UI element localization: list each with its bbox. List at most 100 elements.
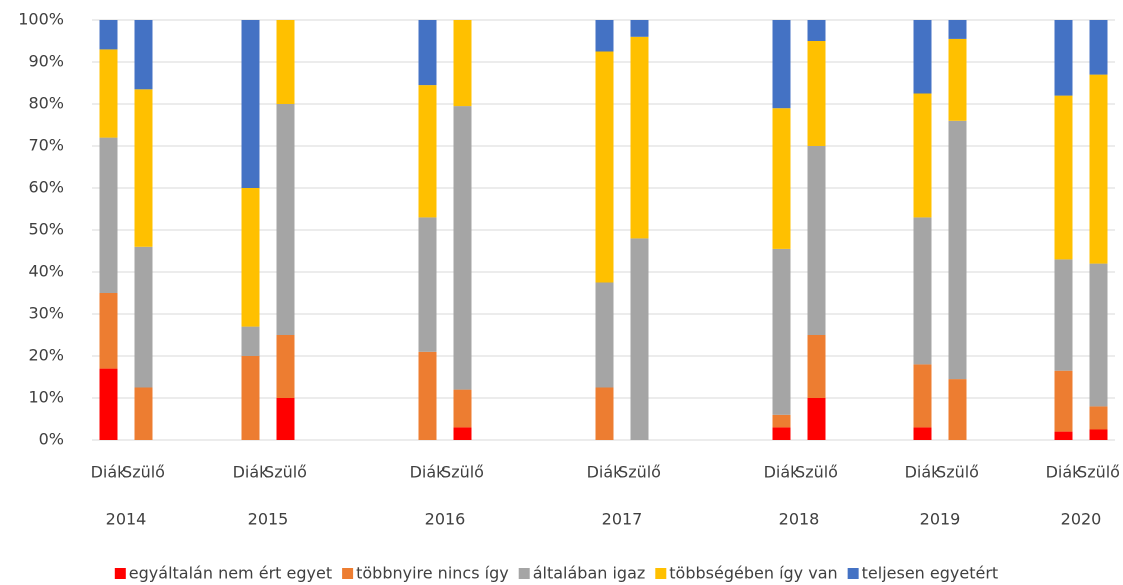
group-label: 2017: [602, 510, 643, 529]
bar-segment: [241, 356, 260, 440]
bar-segment: [948, 379, 967, 440]
bar-segment: [134, 387, 153, 440]
bar-segment: [418, 217, 437, 352]
bar-segment: [1089, 20, 1108, 75]
y-tick-label: 50%: [28, 220, 64, 239]
bar-segment: [948, 120, 967, 380]
bar-segment: [630, 36, 649, 239]
bar-segment: [1054, 95, 1073, 260]
group-label: 2019: [920, 510, 961, 529]
x-tick-label: Szülő: [795, 463, 838, 482]
bar-segment: [276, 398, 295, 440]
bar-segment: [134, 20, 153, 90]
bar-segment: [807, 335, 826, 398]
group-label: 2020: [1061, 510, 1102, 529]
bar-segment: [241, 326, 260, 356]
group-label: 2015: [248, 510, 289, 529]
legend-swatch: [114, 568, 126, 579]
bar-segment: [913, 217, 932, 365]
legend-label: egyáltalán nem ért egyet: [129, 564, 332, 583]
x-tick-label: Szülő: [122, 463, 165, 482]
bar-segment: [807, 41, 826, 146]
bar-segment: [630, 238, 649, 440]
bar-segment: [772, 427, 791, 440]
bar-segment: [948, 38, 967, 121]
x-tick-label: Szülő: [1077, 463, 1120, 482]
bar-segment: [630, 20, 649, 37]
bar-segment: [948, 20, 967, 39]
bar-segment: [1054, 431, 1073, 440]
legend-swatch: [342, 568, 354, 579]
y-tick-label: 100%: [18, 10, 64, 29]
bar-segment: [595, 387, 614, 440]
bar-segment: [772, 414, 791, 428]
x-tick-label: Szülő: [618, 463, 661, 482]
bar-segment: [595, 51, 614, 283]
x-tick-label: Diák: [764, 463, 801, 482]
bar-segment: [595, 20, 614, 52]
bar-segment: [99, 49, 118, 138]
bar-segment: [772, 108, 791, 249]
bar-segment: [241, 188, 260, 327]
bar-segment: [99, 137, 118, 293]
bar-segment: [913, 364, 932, 428]
legend-label: általában igaz: [533, 564, 646, 583]
bar-segment: [99, 293, 118, 369]
x-tick-label: Diák: [410, 463, 447, 482]
bar-segment: [276, 20, 295, 104]
bar-segment: [1054, 370, 1073, 432]
bar-segment: [913, 93, 932, 218]
legend-label: teljesen egyetért: [862, 564, 999, 583]
bar-segment: [276, 335, 295, 398]
bar-segment: [1089, 429, 1108, 440]
bar-segment: [418, 351, 437, 440]
group-label: 2014: [106, 510, 147, 529]
bar-segment: [1089, 406, 1108, 430]
legend-label: többségében így van: [669, 564, 837, 583]
bar-segment: [1089, 74, 1108, 264]
bar-segment: [1054, 259, 1073, 371]
x-tick-label: Szülő: [264, 463, 307, 482]
legend-swatch: [847, 568, 859, 579]
bar-segment: [276, 104, 295, 335]
legend-swatch: [518, 568, 530, 579]
y-tick-label: 40%: [28, 262, 64, 281]
bar-segment: [595, 282, 614, 388]
bar-segment: [134, 246, 153, 388]
legend-label: többnyire nincs így: [356, 564, 509, 583]
bar-segment: [913, 427, 932, 440]
bar-segment: [913, 20, 932, 94]
x-tick-label: Diák: [587, 463, 624, 482]
y-tick-label: 0%: [39, 430, 64, 449]
bar-segment: [453, 427, 472, 440]
y-tick-label: 20%: [28, 346, 64, 365]
bar-segment: [807, 146, 826, 335]
x-tick-label: Diák: [233, 463, 270, 482]
bar-segment: [807, 398, 826, 440]
bar-segment: [418, 20, 437, 86]
bar-segment: [772, 248, 791, 415]
bar-segment: [99, 20, 118, 50]
bar-segment: [241, 20, 260, 188]
bar-segment: [418, 85, 437, 218]
x-tick-label: Diák: [905, 463, 942, 482]
bar-segment: [1089, 263, 1108, 407]
y-tick-label: 30%: [28, 304, 64, 323]
bar-segment: [453, 389, 472, 428]
x-tick-label: Szülő: [441, 463, 484, 482]
x-tick-label: Diák: [91, 463, 128, 482]
y-tick-label: 90%: [28, 52, 64, 71]
bar-segment: [807, 20, 826, 41]
y-tick-label: 70%: [28, 136, 64, 155]
bar-segment: [453, 20, 472, 107]
group-label: 2018: [779, 510, 820, 529]
x-tick-label: Diák: [1046, 463, 1083, 482]
bar-segment: [99, 368, 118, 440]
bar-segment: [134, 89, 153, 247]
y-tick-label: 60%: [28, 178, 64, 197]
x-tick-label: Szülő: [936, 463, 979, 482]
bar-segment: [453, 106, 472, 390]
group-label: 2016: [425, 510, 466, 529]
bar-segment: [1054, 20, 1073, 96]
